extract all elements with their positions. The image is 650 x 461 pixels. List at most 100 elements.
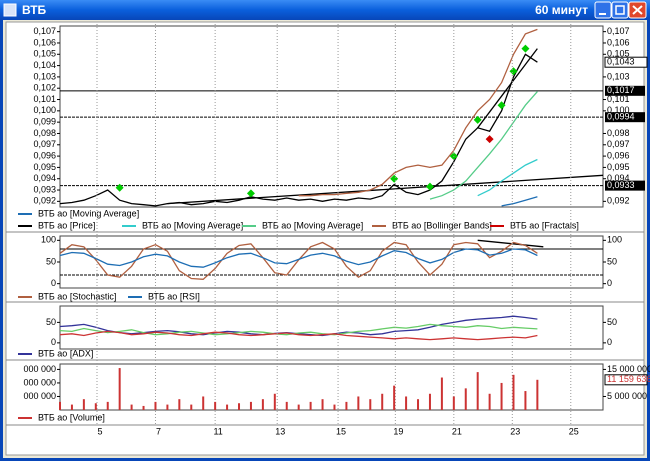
volume-bar <box>249 401 252 410</box>
window-icon <box>3 3 17 17</box>
level-label-box <box>605 112 645 123</box>
y-tick-label: 0,097 <box>33 139 56 149</box>
y2-tick-label: 0,106 <box>607 37 630 47</box>
y-tick-label: 0,104 <box>33 60 56 70</box>
series-line <box>429 91 538 200</box>
y-tick-label: 50 <box>46 317 56 327</box>
volume-bar <box>500 382 503 410</box>
x-tick-label: 25 <box>569 426 579 436</box>
last-value-label: 11 159 636 <box>607 374 650 384</box>
y2-tick-label: 100 <box>607 235 622 245</box>
maximize-button[interactable] <box>611 1 629 19</box>
y2-tick-label: 0,095 <box>607 162 630 172</box>
fractal-marker <box>521 44 530 53</box>
volume-bar <box>464 388 467 410</box>
minimize-button[interactable] <box>594 1 612 19</box>
fractal-marker <box>497 101 506 110</box>
y-tick-label: 0,095 <box>33 162 56 172</box>
volume-bar <box>166 404 169 410</box>
y-tick-label: 0,098 <box>33 128 56 138</box>
volume-bar <box>309 401 312 410</box>
y2-tick-label: 0,100 <box>607 105 630 115</box>
last-value-label: 0,1043 <box>607 57 635 67</box>
y-tick-label: 100 <box>41 235 56 245</box>
volume-bar <box>226 404 229 410</box>
fractal-marker <box>485 135 494 144</box>
y-tick-label: 0,106 <box>33 37 56 47</box>
y-tick-label: 0,101 <box>33 94 56 104</box>
x-tick-label: 21 <box>452 426 462 436</box>
series-line <box>59 323 538 336</box>
y-tick-label: 0,102 <box>33 83 56 93</box>
volume-bar <box>70 404 73 410</box>
x-tick-label: 13 <box>275 426 285 436</box>
volume-bar <box>273 393 276 410</box>
series-line <box>59 315 538 337</box>
trend-line <box>477 48 538 129</box>
volume-bar <box>238 403 241 410</box>
volume-bar <box>405 396 408 410</box>
volume-bar <box>369 399 372 410</box>
volume-bar <box>452 396 455 410</box>
volume-bar <box>130 404 133 410</box>
y2-tick-label: 0 <box>607 337 612 347</box>
y2-tick-label: 0,101 <box>607 94 630 104</box>
y2-tick-label: 0,098 <box>607 128 630 138</box>
volume-bar <box>357 396 360 410</box>
legend-label: ВТБ ао [Moving Average] <box>142 220 243 230</box>
level-label: 0,0994 <box>607 112 635 122</box>
x-tick-label: 23 <box>510 426 520 436</box>
volume-bar <box>524 391 527 410</box>
y-tick-label: 0,100 <box>33 105 56 115</box>
volume-bar <box>488 393 491 410</box>
last-value-box <box>604 56 648 68</box>
y-tick-label: 0 <box>51 337 56 347</box>
plot-frame <box>59 363 604 411</box>
y2-tick-label: 0,103 <box>607 71 630 81</box>
series-line <box>477 158 538 197</box>
volume-bar <box>118 368 121 410</box>
y2-tick-label: 0,094 <box>607 173 630 183</box>
volume-bar <box>190 404 193 410</box>
level-label-box <box>605 85 645 96</box>
y-tick-label: 0,092 <box>33 196 56 206</box>
legend-label: ВТБ ао [Price] <box>38 220 95 230</box>
legend-label: ВТБ ао [Moving Average] <box>38 208 139 218</box>
level-label: 0,0933 <box>607 180 635 190</box>
volume-bar <box>142 405 145 410</box>
y-tick-label: 0 <box>51 278 56 288</box>
volume-bar <box>512 374 515 410</box>
y-tick-label: 000 000 <box>23 391 56 401</box>
series-line <box>59 248 538 268</box>
plot-frame <box>59 25 604 208</box>
trend-line <box>477 239 544 248</box>
fractal-marker <box>390 174 399 183</box>
legend-label: ВТБ ао [Stochastic] <box>38 291 116 301</box>
title-bar <box>0 0 650 20</box>
volume-bar <box>94 403 97 410</box>
y2-tick-label: 0,105 <box>607 49 630 59</box>
y2-tick-label: 0,107 <box>607 26 630 36</box>
fractal-marker <box>246 189 255 198</box>
fractal-marker <box>473 115 482 124</box>
y2-tick-label: 15 000 000 <box>607 364 650 374</box>
y-tick-label: 0,094 <box>33 173 56 183</box>
x-tick-label: 7 <box>156 426 161 436</box>
y2-tick-label: 0,096 <box>607 150 630 160</box>
volume-bar <box>333 404 336 410</box>
legend-label: ВТБ ао [ADX] <box>38 348 93 358</box>
volume-bar <box>178 399 181 410</box>
level-label-box <box>605 180 645 191</box>
volume-bar <box>536 379 539 410</box>
legend-label: ВТБ ао [RSI] <box>148 291 200 301</box>
chart-area <box>5 21 645 456</box>
volume-bar <box>261 399 264 410</box>
plot-frame <box>59 305 604 350</box>
timeframe: 60 минут <box>535 3 588 17</box>
y-tick-label: 0,096 <box>33 150 56 160</box>
y-tick-label: 0,093 <box>33 184 56 194</box>
volume-bar <box>154 401 157 410</box>
y-tick-label: 0,105 <box>33 49 56 59</box>
volume-bar <box>285 401 288 410</box>
y2-tick-label: 50 <box>607 317 617 327</box>
